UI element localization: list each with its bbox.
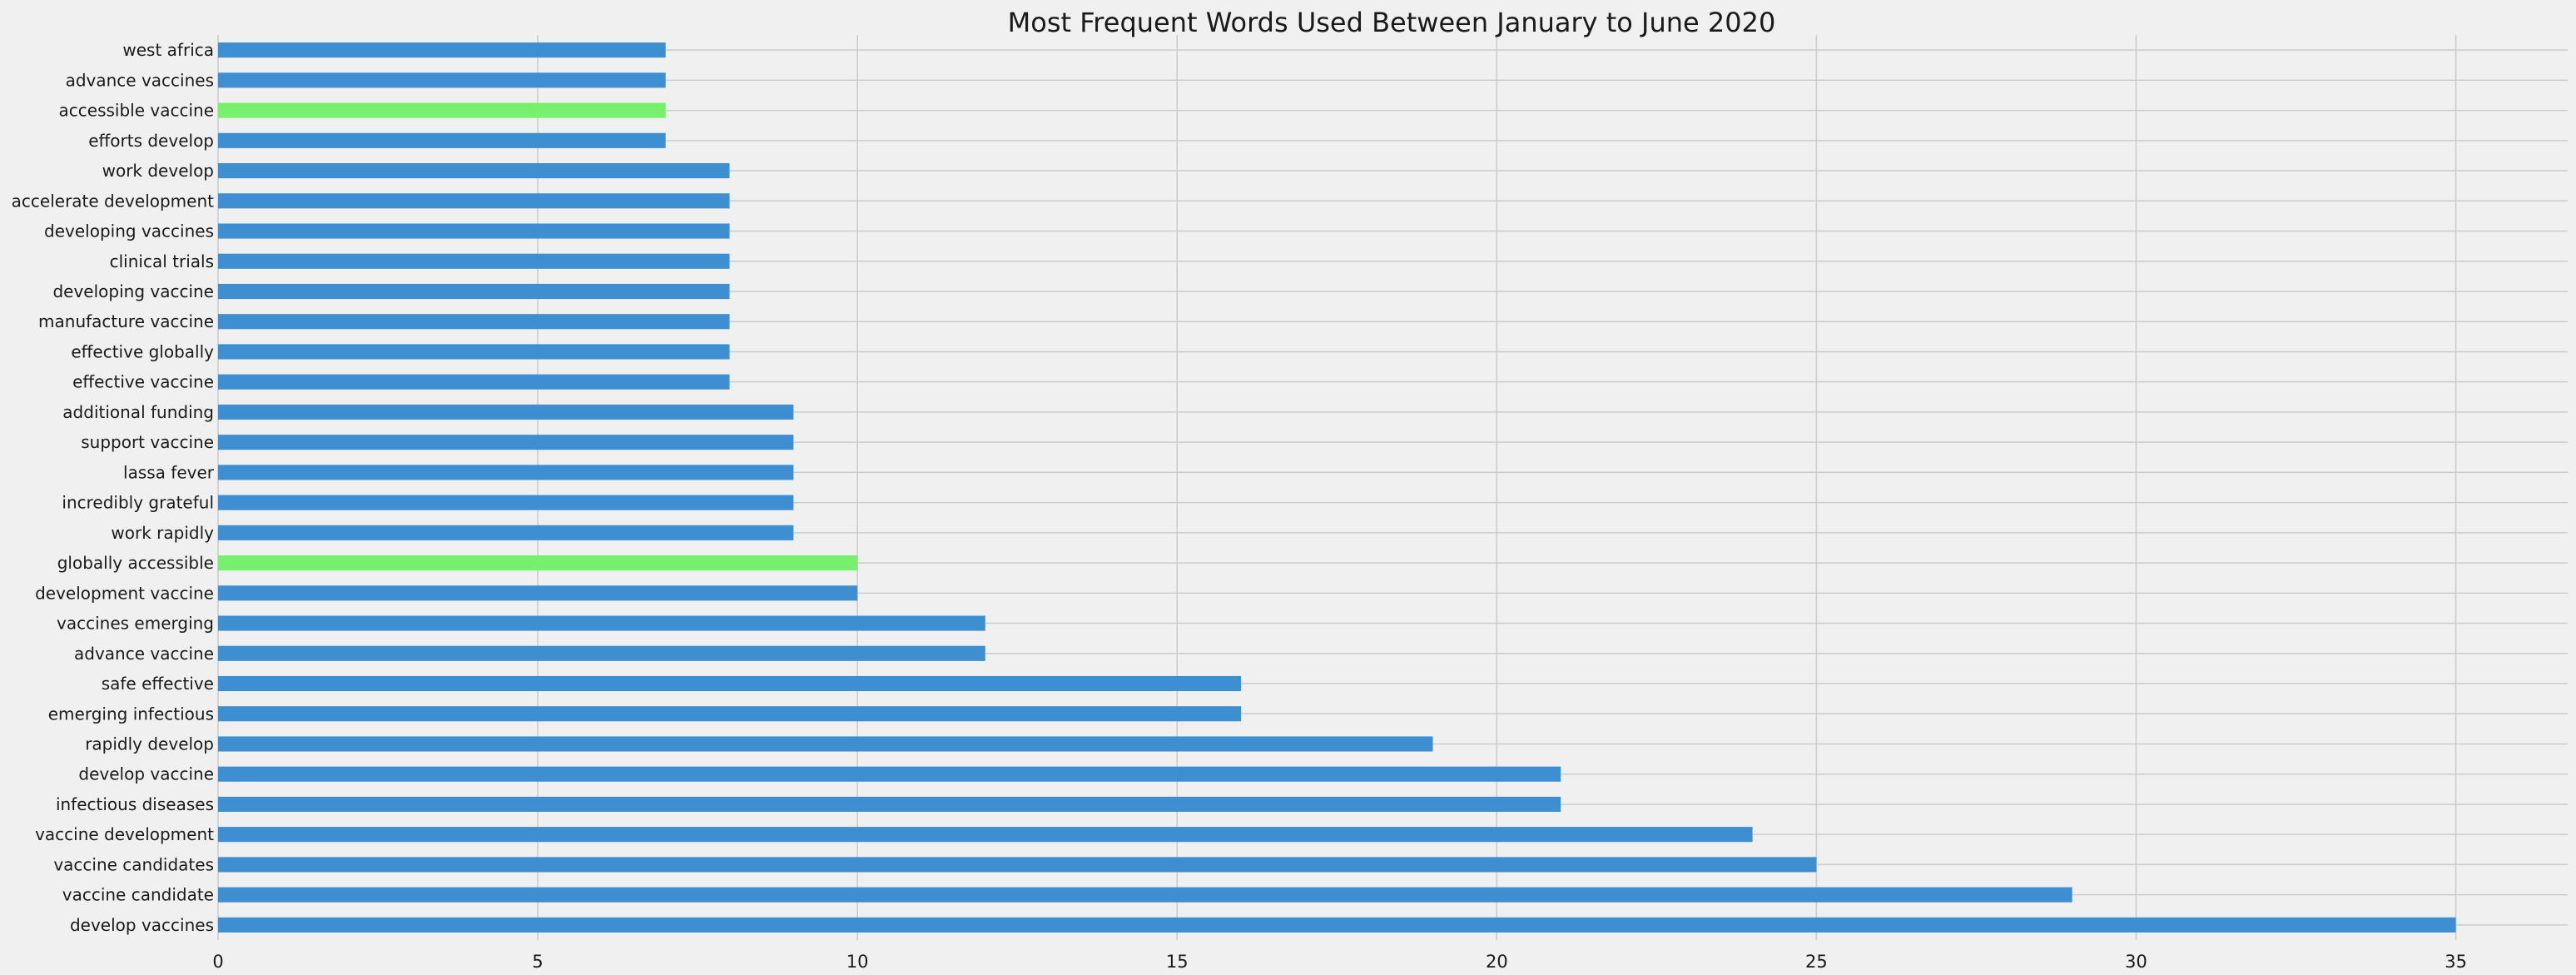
- bar: [218, 72, 666, 88]
- y-tick-label: develop vaccine: [78, 764, 214, 784]
- y-tick-label: effective globally: [71, 341, 214, 361]
- x-tick-labels: 0 5 10 15 20 25 30 35: [212, 952, 2467, 972]
- bar: [218, 857, 1817, 873]
- bar-highlighted: [218, 555, 858, 571]
- bar: [218, 495, 794, 510]
- y-tick-label: lassa fever: [123, 462, 215, 482]
- y-tick-label: development vaccine: [35, 583, 214, 603]
- y-tick-label: advance vaccines: [66, 70, 214, 90]
- x-tick-label: 20: [1486, 952, 1508, 972]
- x-tick-label: 30: [2125, 952, 2147, 972]
- y-tick-label: safe effective: [102, 674, 214, 694]
- bar: [218, 404, 794, 420]
- y-tick-label: accessible vaccine: [59, 101, 214, 121]
- bar: [218, 344, 730, 360]
- x-tick-label: 15: [1166, 952, 1189, 972]
- bar: [218, 827, 1753, 843]
- y-tick-label: globally accessible: [57, 553, 214, 573]
- y-tick-label: incredibly grateful: [62, 493, 214, 513]
- y-tick-label: rapidly develop: [85, 734, 214, 754]
- bar-highlighted: [218, 102, 666, 118]
- y-tick-label: advance vaccine: [74, 644, 214, 664]
- y-tick-label: clinical trials: [110, 251, 214, 271]
- bar: [218, 796, 1561, 813]
- y-tick-label: vaccine candidate: [62, 885, 214, 905]
- y-tick-label: work develop: [102, 161, 214, 181]
- x-tick-label: 35: [2444, 952, 2467, 972]
- y-tick-label: west africa: [122, 40, 214, 60]
- bar: [218, 736, 1433, 752]
- bar: [218, 465, 794, 480]
- bar: [218, 645, 985, 661]
- bar: [218, 615, 985, 631]
- bar: [218, 706, 1242, 722]
- bar: [218, 766, 1561, 782]
- bar: [218, 223, 730, 239]
- y-tick-label: effective vaccine: [72, 372, 214, 392]
- chart-title: Most Frequent Words Used Between January…: [1008, 7, 1776, 38]
- bar: [218, 675, 1242, 692]
- x-tick-label: 25: [1805, 952, 1828, 972]
- y-tick-label: accelerate development: [12, 191, 214, 211]
- x-tick-label: 0: [212, 952, 223, 972]
- bar: [218, 283, 730, 300]
- y-tick-label: developing vaccine: [52, 281, 214, 301]
- y-tick-label: additional funding: [62, 402, 214, 422]
- y-tick-label: developing vaccines: [44, 221, 214, 241]
- bar: [218, 132, 666, 148]
- bar: [218, 253, 730, 269]
- bars: [218, 42, 2456, 933]
- y-tick-label: work rapidly: [111, 523, 214, 543]
- x-tick-label: 10: [846, 952, 869, 972]
- bar: [218, 585, 858, 601]
- y-tick-label: infectious diseases: [56, 794, 214, 814]
- bar: [218, 42, 666, 58]
- y-tick-labels: develop vaccines vaccine candidate vaccine…: [12, 40, 215, 935]
- y-tick-label: vaccine development: [35, 824, 214, 844]
- y-tick-label: emerging infectious: [48, 704, 214, 724]
- y-tick-label: efforts develop: [88, 131, 214, 151]
- bar: [218, 193, 730, 209]
- bar: [218, 435, 794, 450]
- bar: [218, 887, 2072, 903]
- bar: [218, 314, 730, 330]
- bar: [218, 917, 2456, 933]
- bar: [218, 374, 730, 390]
- y-tick-label: develop vaccines: [70, 915, 214, 935]
- y-tick-label: vaccines emerging: [57, 614, 214, 634]
- y-tick-label: manufacture vaccine: [38, 311, 214, 331]
- y-tick-label: vaccine candidates: [53, 854, 214, 874]
- x-tick-label: 5: [532, 952, 543, 972]
- bar: [218, 162, 730, 179]
- bar: [218, 525, 794, 540]
- y-tick-label: support vaccine: [81, 432, 214, 452]
